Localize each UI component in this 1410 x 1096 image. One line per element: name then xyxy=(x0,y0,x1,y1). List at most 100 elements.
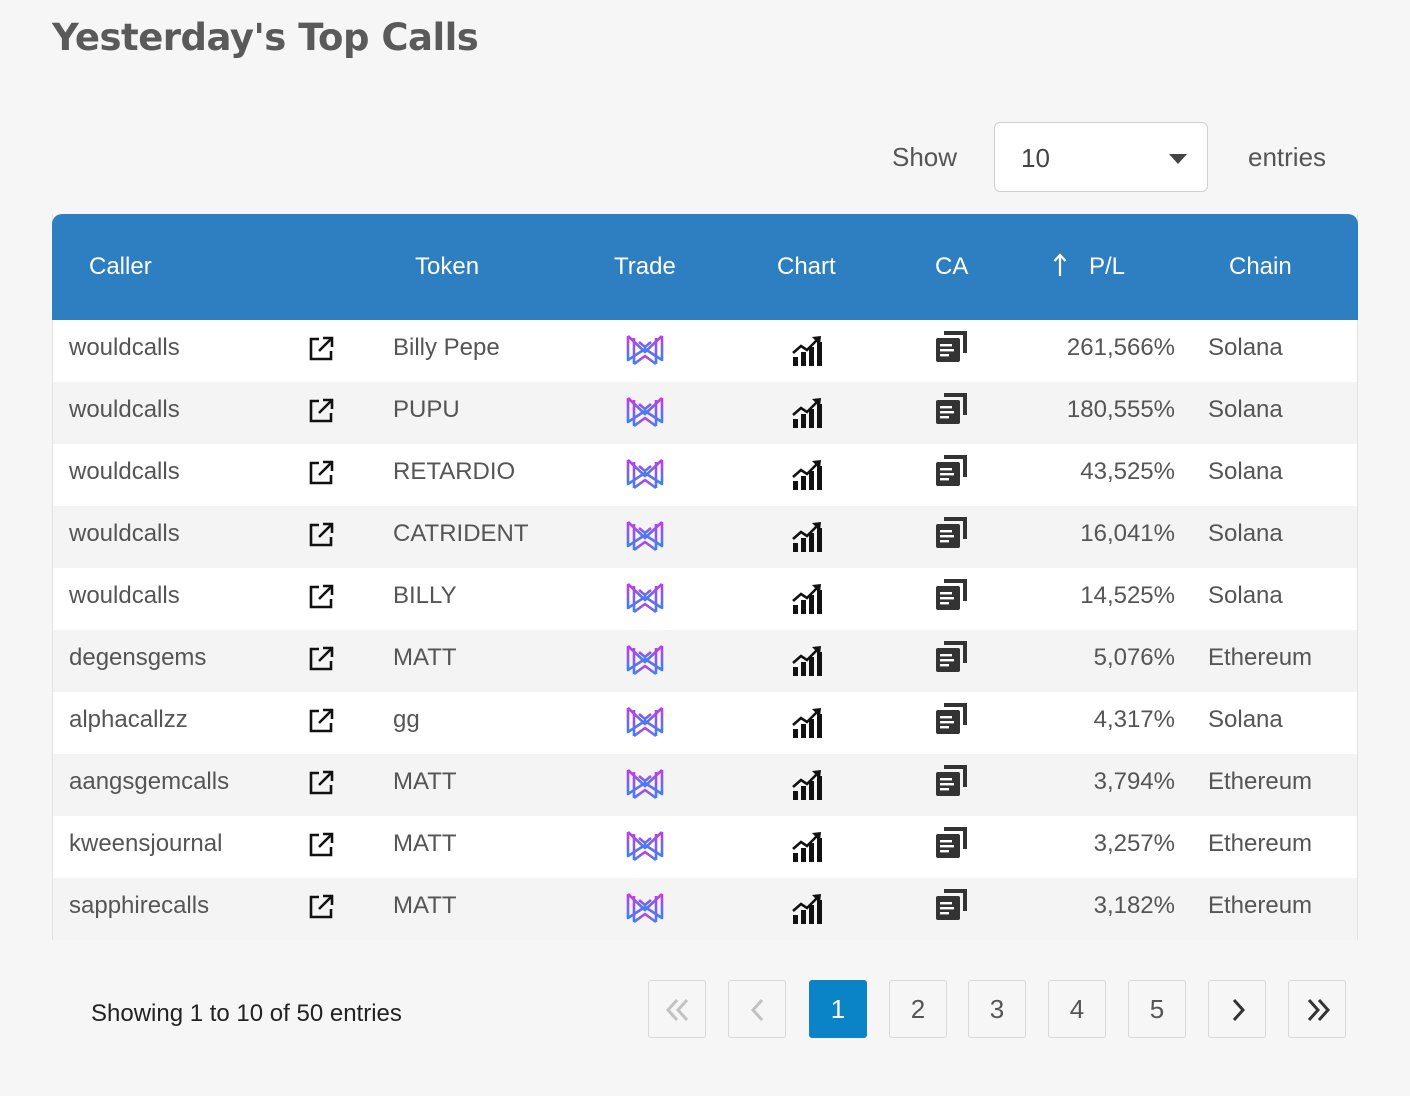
token-name: BILLY xyxy=(393,582,457,609)
external-link-icon[interactable] xyxy=(307,769,335,802)
page-button-2[interactable]: 2 xyxy=(889,980,947,1038)
caller-name: aangsgemcalls xyxy=(69,768,230,795)
last-page-button[interactable] xyxy=(1288,980,1346,1038)
chain-name: Solana xyxy=(1208,520,1283,547)
chain-name: Ethereum xyxy=(1208,768,1313,795)
trade-logo-icon[interactable] xyxy=(625,702,665,745)
chart-icon[interactable] xyxy=(791,519,825,558)
pl-value: 3,794% xyxy=(1093,768,1175,795)
trade-logo-icon[interactable] xyxy=(625,516,665,559)
table-row: kweensjournal MATT 3,257% Ethereum xyxy=(53,816,1357,878)
table-header: Caller Token Trade Chart CA P/L Chain xyxy=(52,214,1358,320)
caller-name: wouldcalls xyxy=(69,458,180,485)
table-row: alphacallzz gg 4,317% Solana xyxy=(53,692,1357,754)
pl-value: 16,041% xyxy=(1080,520,1175,547)
column-header-ca[interactable]: CA xyxy=(935,253,969,280)
page-button-4[interactable]: 4 xyxy=(1048,980,1106,1038)
copy-icon[interactable] xyxy=(935,825,969,864)
trade-logo-icon[interactable] xyxy=(625,578,665,621)
external-link-icon[interactable] xyxy=(307,645,335,678)
chain-name: Solana xyxy=(1208,706,1283,733)
trade-logo-icon[interactable] xyxy=(625,888,665,931)
trade-logo-icon[interactable] xyxy=(625,764,665,807)
external-link-icon[interactable] xyxy=(307,335,335,368)
token-name: CATRIDENT xyxy=(393,520,529,547)
first-page-button[interactable] xyxy=(648,980,706,1038)
copy-icon[interactable] xyxy=(935,887,969,926)
token-name: MATT xyxy=(393,892,457,919)
entries-per-page-select[interactable]: 10 xyxy=(994,122,1208,192)
chain-name: Solana xyxy=(1208,458,1283,485)
show-label: Show xyxy=(892,142,958,172)
chevron-left-icon xyxy=(750,998,764,1022)
token-name: MATT xyxy=(393,644,457,671)
caller-name: alphacallzz xyxy=(69,706,188,733)
column-header-trade[interactable]: Trade xyxy=(614,253,676,280)
table-row: wouldcalls BILLY 14,525% Solana xyxy=(53,568,1357,630)
pl-value: 180,555% xyxy=(1066,396,1175,423)
page-title: Yesterday's Top Calls xyxy=(52,16,479,59)
page-button-3[interactable]: 3 xyxy=(968,980,1026,1038)
pl-value: 261,566% xyxy=(1066,334,1175,361)
chart-icon[interactable] xyxy=(791,829,825,868)
external-link-icon[interactable] xyxy=(307,707,335,740)
copy-icon[interactable] xyxy=(935,329,969,368)
copy-icon[interactable] xyxy=(935,515,969,554)
page-button-5[interactable]: 5 xyxy=(1128,980,1186,1038)
chain-name: Solana xyxy=(1208,396,1283,423)
external-link-icon[interactable] xyxy=(307,583,335,616)
pl-value: 14,525% xyxy=(1080,582,1175,609)
entries-label: entries xyxy=(1248,142,1327,172)
trade-logo-icon[interactable] xyxy=(625,330,665,373)
pl-value: 5,076% xyxy=(1093,644,1175,671)
chart-icon[interactable] xyxy=(791,643,825,682)
column-header-chain[interactable]: Chain xyxy=(1229,253,1292,280)
column-header-token[interactable]: Token xyxy=(415,253,480,280)
chart-icon[interactable] xyxy=(791,395,825,434)
copy-icon[interactable] xyxy=(935,763,969,802)
previous-page-button[interactable] xyxy=(728,980,786,1038)
chain-name: Ethereum xyxy=(1208,830,1313,857)
chain-name: Solana xyxy=(1208,334,1283,361)
column-header-caller[interactable]: Caller xyxy=(89,253,152,280)
table-row: wouldcalls RETARDIO 43,525% Solana xyxy=(53,444,1357,506)
external-link-icon[interactable] xyxy=(307,397,335,430)
caller-name: sapphirecalls xyxy=(69,892,210,919)
copy-icon[interactable] xyxy=(935,391,969,430)
next-page-button[interactable] xyxy=(1208,980,1266,1038)
caller-name: wouldcalls xyxy=(69,334,180,361)
trade-logo-icon[interactable] xyxy=(625,392,665,435)
chart-icon[interactable] xyxy=(791,705,825,744)
chain-name: Ethereum xyxy=(1208,892,1313,919)
column-header-pl[interactable]: P/L xyxy=(1089,253,1126,280)
pl-value: 3,182% xyxy=(1093,892,1175,919)
column-header-chart[interactable]: Chart xyxy=(777,253,836,280)
chart-icon[interactable] xyxy=(791,767,825,806)
copy-icon[interactable] xyxy=(935,639,969,678)
chart-icon[interactable] xyxy=(791,333,825,372)
external-link-icon[interactable] xyxy=(307,459,335,492)
copy-icon[interactable] xyxy=(935,701,969,740)
copy-icon[interactable] xyxy=(935,453,969,492)
chart-icon[interactable] xyxy=(791,581,825,620)
trade-logo-icon[interactable] xyxy=(625,826,665,869)
external-link-icon[interactable] xyxy=(307,831,335,864)
copy-icon[interactable] xyxy=(935,577,969,616)
pl-value: 4,317% xyxy=(1093,706,1175,733)
table-row: wouldcalls PUPU 180,555% Solana xyxy=(53,382,1357,444)
chevron-right-icon xyxy=(1232,998,1246,1022)
caret-down-icon xyxy=(1169,154,1187,164)
trade-logo-icon[interactable] xyxy=(625,454,665,497)
table-row: degensgems MATT 5,076% Ethereum xyxy=(53,630,1357,692)
page-button-1[interactable]: 1 xyxy=(809,980,867,1038)
external-link-icon[interactable] xyxy=(307,521,335,554)
chart-icon[interactable] xyxy=(791,457,825,496)
sort-ascending-arrow-icon[interactable] xyxy=(1052,252,1068,278)
external-link-icon[interactable] xyxy=(307,893,335,926)
token-name: PUPU xyxy=(393,396,460,423)
chart-icon[interactable] xyxy=(791,891,825,930)
trade-logo-icon[interactable] xyxy=(625,640,665,683)
pl-value: 43,525% xyxy=(1080,458,1175,485)
token-name: RETARDIO xyxy=(393,458,516,485)
caller-name: wouldcalls xyxy=(69,396,180,423)
